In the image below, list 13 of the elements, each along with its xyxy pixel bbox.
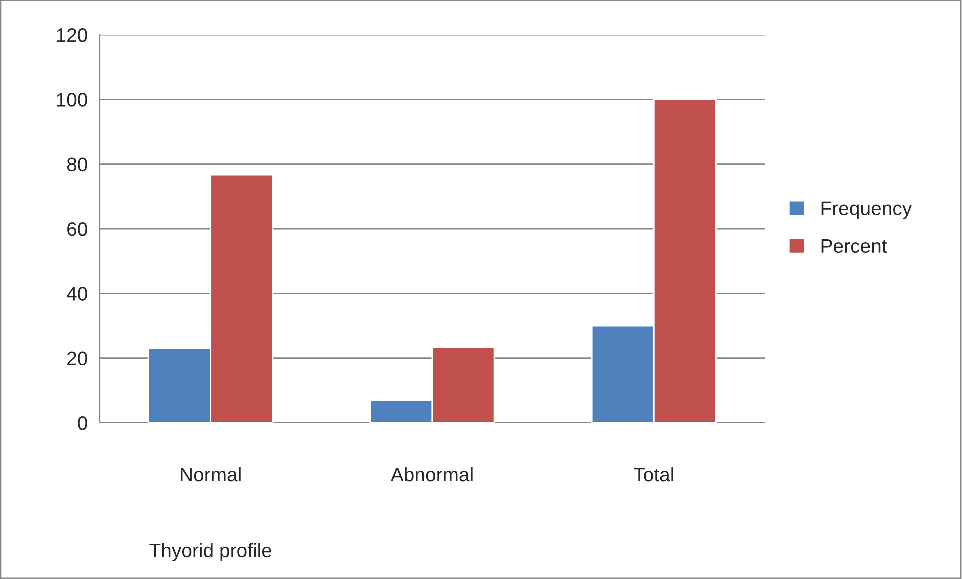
y-tick-label: 100 — [57, 93, 88, 107]
x-tick-label: Total — [634, 467, 674, 482]
legend-label: Percent — [822, 240, 888, 254]
x-axis-title: Thyorid profile — [150, 543, 272, 562]
y-tick-label: 40 — [67, 287, 88, 301]
y-tick-label: 80 — [67, 158, 88, 172]
legend-label: Frequency — [822, 202, 912, 220]
y-tick-label: 120 — [57, 28, 88, 42]
y-tick-label: 60 — [68, 222, 88, 236]
x-tick-label: Normal — [181, 467, 241, 482]
y-tick-label: 0 — [78, 416, 88, 430]
y-tick-label: 20 — [68, 352, 88, 366]
x-tick-label: Abnormal — [390, 467, 473, 482]
